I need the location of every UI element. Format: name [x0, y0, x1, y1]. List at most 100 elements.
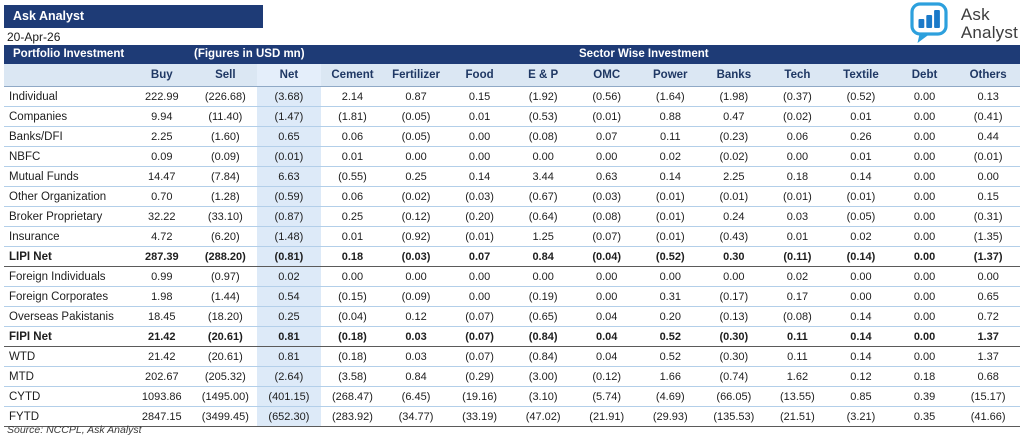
column-header: OMC [574, 64, 639, 87]
value-cell: (6.20) [193, 226, 258, 247]
value-cell: (20.61) [193, 346, 258, 367]
value-cell: (0.07) [447, 326, 512, 347]
value-cell: 0.00 [892, 286, 957, 307]
value-cell: 0.01 [320, 226, 385, 247]
table-row: Individual 222.99 (226.68) (3.68) 2.14 0.87 0.… [4, 86, 1020, 107]
value-cell: (0.52) [638, 246, 703, 267]
value-cell: 0.20 [638, 306, 703, 327]
value-cell: 0.13 [956, 86, 1020, 107]
value-cell: 0.00 [956, 266, 1020, 287]
value-cell: (1.48) [257, 226, 321, 247]
value-cell: 0.04 [574, 306, 639, 327]
value-cell: (0.09) [193, 146, 258, 167]
value-cell: 0.03 [384, 326, 448, 347]
value-cell: (34.77) [384, 406, 448, 427]
value-cell: (268.47) [320, 386, 385, 407]
value-cell: 32.22 [130, 206, 194, 227]
column-header: Food [447, 64, 512, 87]
value-cell: 0.26 [829, 126, 893, 147]
value-cell: (0.43) [702, 226, 766, 247]
row-label: FIPI Net [4, 326, 130, 347]
value-cell: (0.31) [956, 206, 1020, 227]
value-cell: 0.99 [130, 266, 194, 287]
value-cell: (1.35) [956, 226, 1020, 247]
value-cell: (1.81) [320, 106, 385, 127]
portfolio-table-container: Buy Sell Net Cement Fertilizer Food E & P OMC Po… [4, 64, 1020, 427]
value-cell: (20.61) [193, 326, 258, 347]
column-header: Textile [829, 64, 893, 87]
value-cell: (0.20) [447, 206, 512, 227]
value-cell: 0.18 [892, 366, 957, 387]
value-cell: 0.00 [892, 266, 957, 287]
value-cell: 0.84 [511, 246, 575, 267]
row-label-column-header [4, 64, 130, 87]
value-cell: 0.00 [320, 266, 385, 287]
value-cell: (0.87) [257, 206, 321, 227]
value-cell: 2847.15 [130, 406, 194, 427]
portfolio-table: Buy Sell Net Cement Fertilizer Food E & P OMC Po… [4, 64, 1020, 427]
value-cell: (0.01) [638, 226, 703, 247]
value-cell: (0.12) [574, 366, 639, 387]
value-cell: (3.58) [320, 366, 385, 387]
value-cell: (0.18) [320, 346, 385, 367]
value-cell: 0.25 [320, 206, 385, 227]
table-row: FIPI Net 21.42 (20.61) 0.81 (0.18) 0.03 (0.07)… [4, 326, 1020, 347]
value-cell: (0.05) [384, 126, 448, 147]
value-cell: (21.91) [574, 406, 639, 427]
value-cell: 0.15 [956, 186, 1020, 207]
value-cell: 0.31 [638, 286, 703, 307]
value-cell: (0.74) [702, 366, 766, 387]
value-cell: (0.01) [829, 186, 893, 207]
value-cell: 0.03 [384, 346, 448, 367]
column-header: Net [257, 64, 321, 87]
value-cell: (0.05) [829, 206, 893, 227]
value-cell: 2.25 [130, 126, 194, 147]
value-cell: (21.51) [765, 406, 830, 427]
value-cell: (3.68) [257, 86, 321, 107]
table-header-row: Buy Sell Net Cement Fertilizer Food E & P OMC Po… [4, 64, 1020, 87]
value-cell: (0.01) [447, 226, 512, 247]
value-cell: (1.92) [511, 86, 575, 107]
row-label: LIPI Net [4, 246, 130, 267]
section-header-bar: Portfolio Investment (Figures in USD mn)… [4, 45, 1020, 64]
value-cell: (1.60) [193, 126, 258, 147]
value-cell: (33.19) [447, 406, 512, 427]
column-header: Buy [130, 64, 194, 87]
value-cell: 0.00 [384, 146, 448, 167]
value-cell: (4.69) [638, 386, 703, 407]
value-cell: 0.14 [638, 166, 703, 187]
value-cell: (0.03) [447, 186, 512, 207]
column-header: Others [956, 64, 1020, 87]
value-cell: (0.30) [702, 326, 766, 347]
value-cell: 0.00 [892, 166, 957, 187]
value-cell: (0.08) [765, 306, 830, 327]
table-row: Mutual Funds 14.47 (7.84) 6.63 (0.55) 0.25 0.1… [4, 166, 1020, 187]
row-label: Banks/DFI [4, 126, 130, 147]
value-cell: 0.00 [765, 146, 830, 167]
value-cell: 14.47 [130, 166, 194, 187]
value-cell: 0.01 [765, 226, 830, 247]
value-cell: 0.11 [765, 326, 830, 347]
section-title-sector-wise: Sector Wise Investment [579, 48, 709, 60]
value-cell: (0.01) [765, 186, 830, 207]
value-cell: (1.47) [257, 106, 321, 127]
value-cell: 0.14 [829, 166, 893, 187]
value-cell: (13.55) [765, 386, 830, 407]
value-cell: (0.03) [574, 186, 639, 207]
value-cell: 0.04 [574, 346, 639, 367]
value-cell: (0.65) [511, 306, 575, 327]
value-cell: 0.00 [574, 266, 639, 287]
value-cell: (0.17) [702, 286, 766, 307]
logo-word-ask: Ask [960, 5, 990, 24]
value-cell: 1.62 [765, 366, 830, 387]
value-cell: (0.84) [511, 326, 575, 347]
value-cell: 1.37 [956, 326, 1020, 347]
value-cell: 0.01 [829, 106, 893, 127]
value-cell: 9.94 [130, 106, 194, 127]
value-cell: 4.72 [130, 226, 194, 247]
value-cell: (41.66) [956, 406, 1020, 427]
table-row: Foreign Individuals 0.99 (0.97) 0.02 0.00 0.0… [4, 266, 1020, 287]
value-cell: (0.29) [447, 366, 512, 387]
value-cell: (0.53) [511, 106, 575, 127]
value-cell: 0.01 [447, 106, 512, 127]
